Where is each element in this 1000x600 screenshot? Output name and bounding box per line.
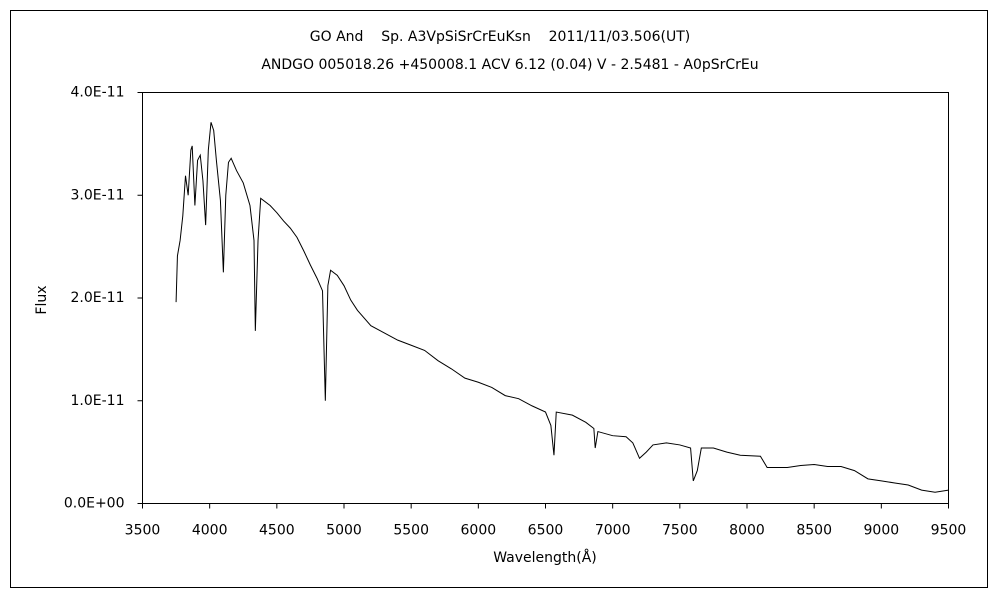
- spectrum-line: [175, 122, 949, 493]
- x-tick-label: 4500: [259, 523, 295, 539]
- x-tick-label: 4000: [192, 523, 228, 539]
- x-tick-label: 7000: [595, 523, 631, 539]
- y-tick-label: 2.0E-11: [71, 290, 125, 306]
- x-tick-label: 9000: [864, 523, 900, 539]
- chart-border: [10, 10, 988, 588]
- y-tick-label: 0.0E+00: [64, 496, 125, 512]
- x-tick-label: 6500: [528, 523, 564, 539]
- x-tick-label: 6000: [461, 523, 497, 539]
- chart-subtitle: ANDGO 005018.26 +450008.1 ACV 6.12 (0.04…: [261, 57, 758, 73]
- y-axis-label: Flux: [34, 285, 50, 314]
- x-tick-label: 8000: [729, 523, 765, 539]
- x-tick-label: 5000: [326, 523, 362, 539]
- x-axis-label: Wavelength(Å): [493, 549, 597, 566]
- x-tick-label: 8500: [796, 523, 832, 539]
- y-tick-label: 1.0E-11: [71, 393, 125, 409]
- plot-area: [142, 92, 949, 504]
- x-tick-label: 9500: [931, 523, 967, 539]
- y-tick-label: 4.0E-11: [71, 85, 125, 101]
- x-tick-label: 7500: [662, 523, 698, 539]
- chart-title: GO And Sp. A3VpSiSrCrEuKsn 2011/11/03.50…: [310, 29, 690, 45]
- x-tick-label: 3500: [125, 523, 161, 539]
- y-tick-label: 3.0E-11: [71, 187, 125, 203]
- x-tick-label: 5500: [393, 523, 429, 539]
